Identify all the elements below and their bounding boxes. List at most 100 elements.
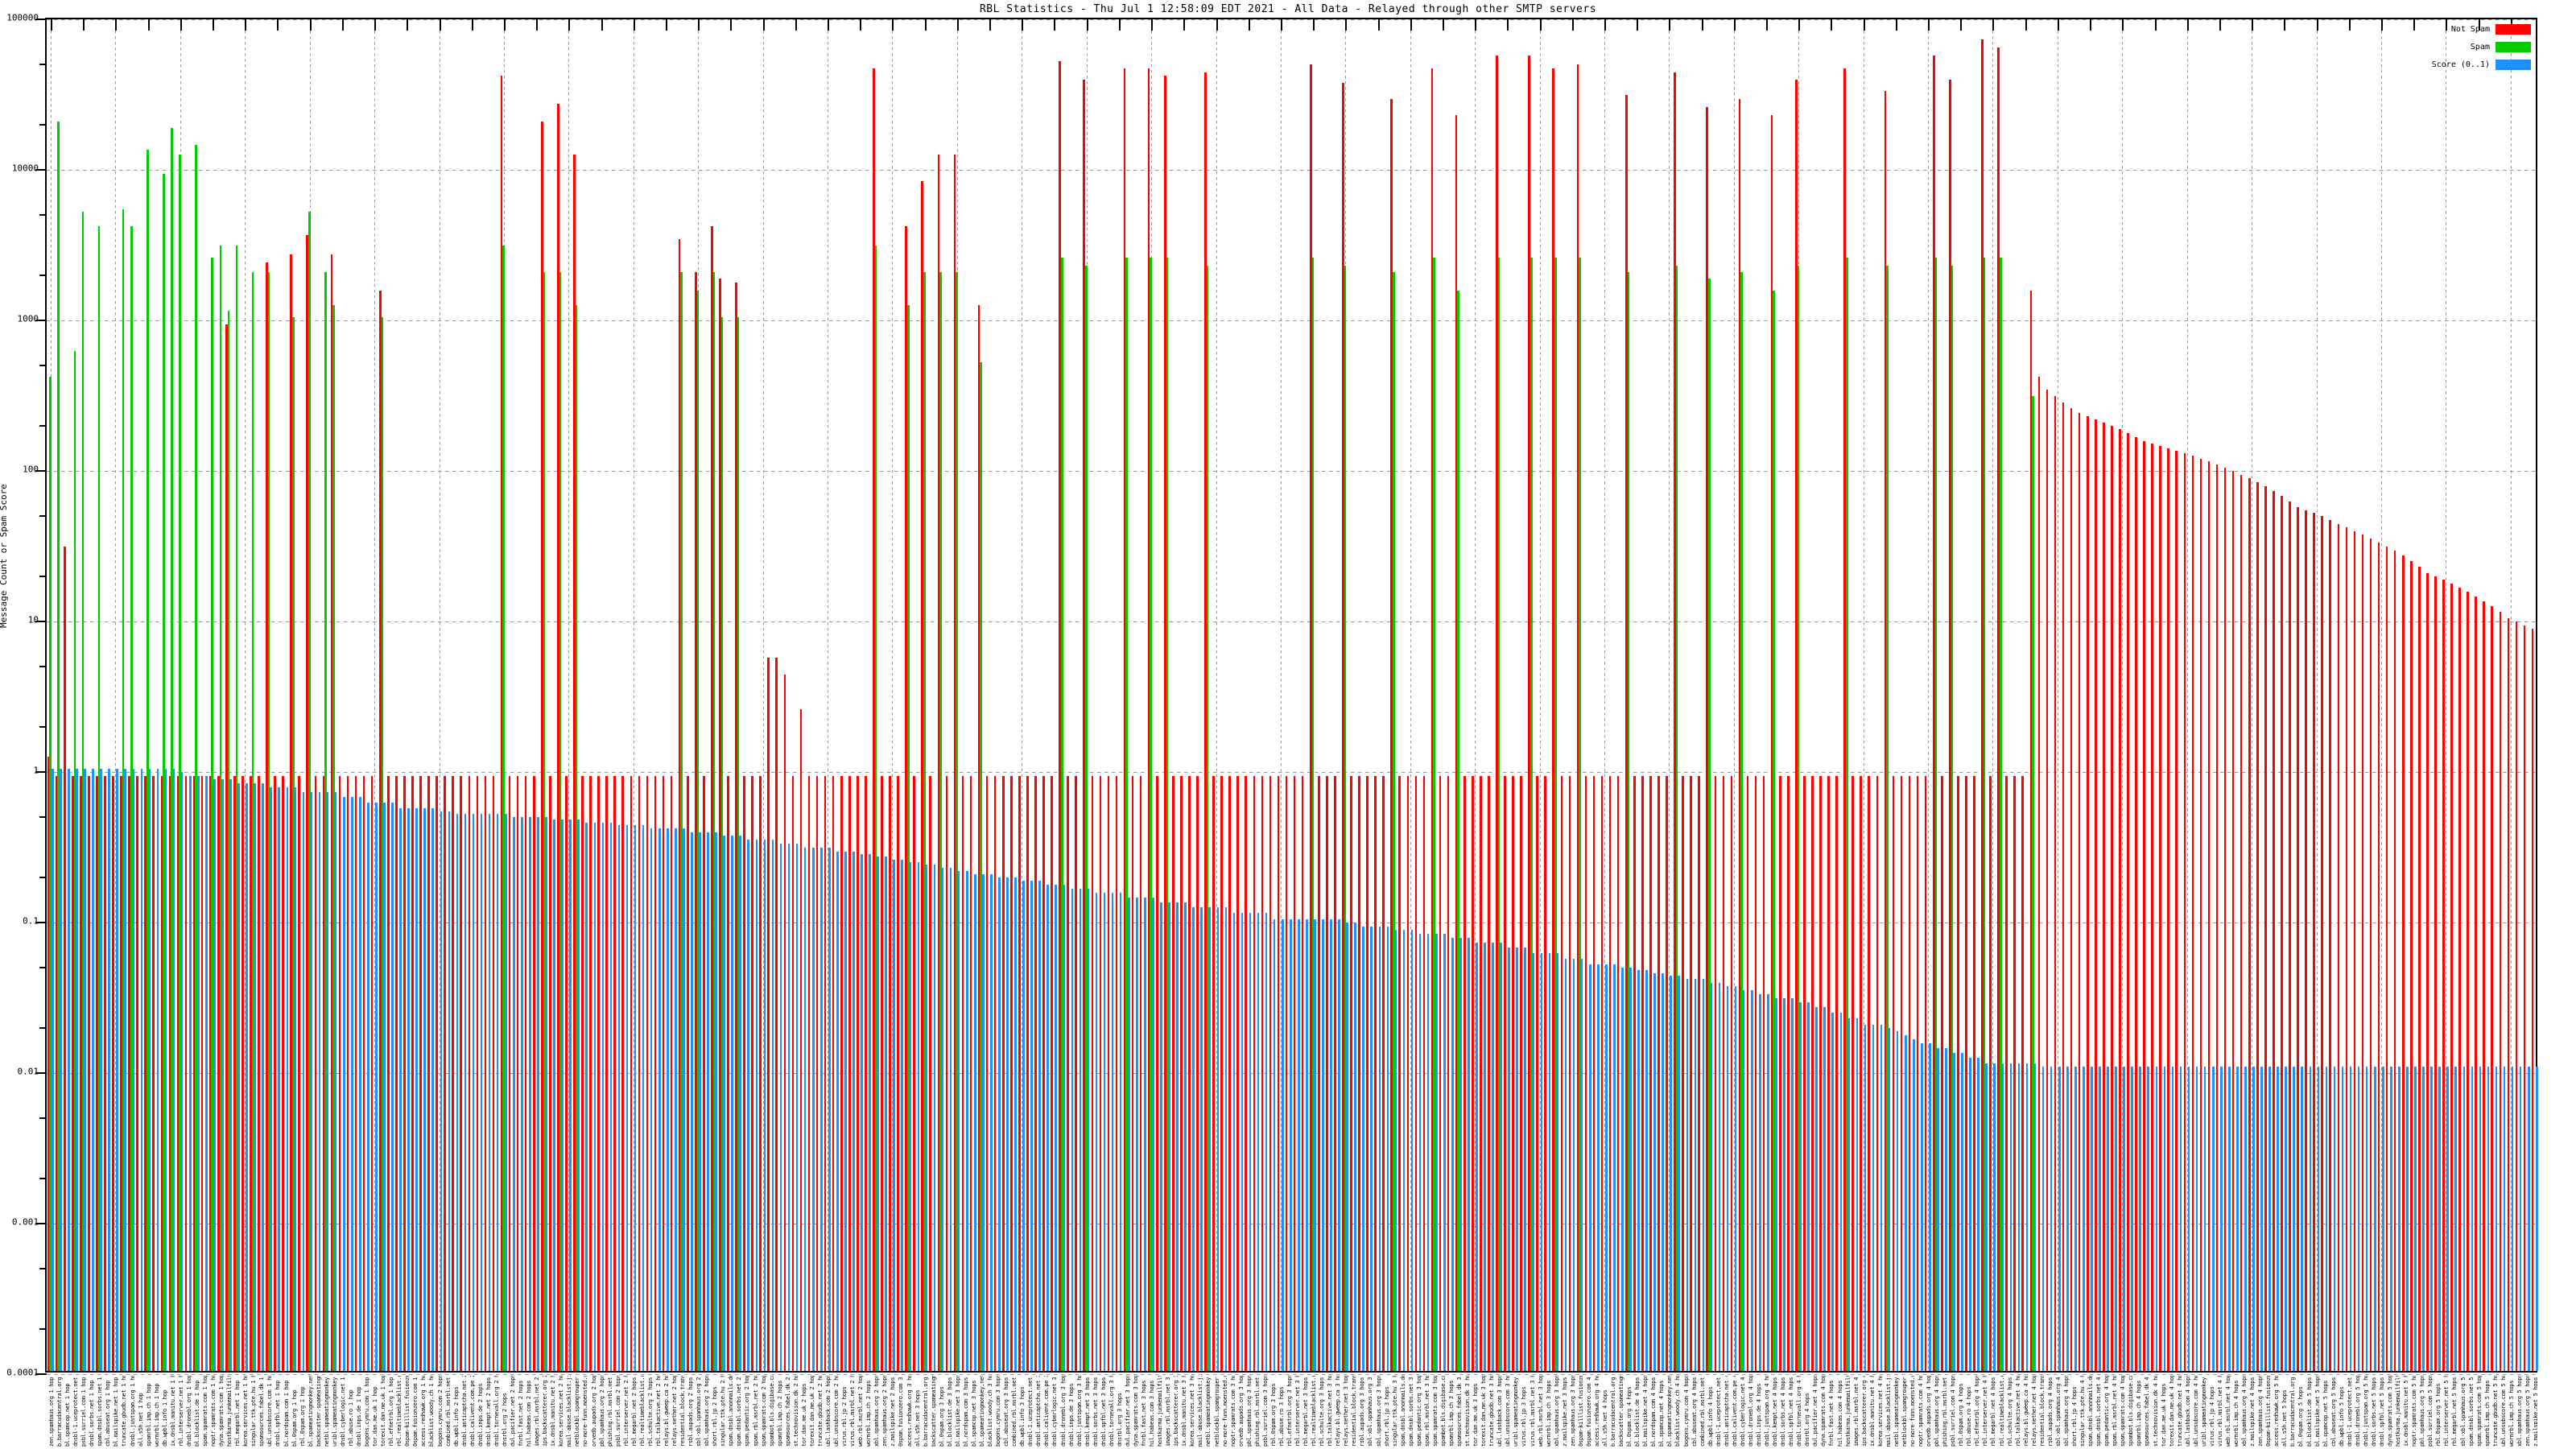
bar-notspam: [225, 324, 228, 1371]
bar-notspam: [1009, 775, 1013, 1371]
bar-notspam: [670, 775, 673, 1371]
bar-score: [213, 779, 216, 1371]
bar-score: [998, 877, 1001, 1371]
bar-notspam: [937, 155, 940, 1371]
bar-score: [1338, 919, 1340, 1371]
bar-score: [731, 835, 733, 1371]
bar-notspam: [1228, 775, 1231, 1371]
bar-notspam: [1852, 775, 1854, 1371]
legend-item: Not Spam: [2451, 24, 2531, 35]
bar-notspam: [1843, 68, 1846, 1371]
bar-notspam: [2393, 551, 2396, 1371]
x-tick: [1702, 19, 1703, 31]
bar-notspam: [1778, 775, 1781, 1371]
x-tick-label: rbl.abuse.ro 1 hop: [347, 1389, 354, 1447]
x-tick-label: bl.mailspike.net 3 hops: [954, 1376, 961, 1447]
x-tick-label: virus.rbl.msrbl.net 3 hops: [1529, 1376, 1536, 1447]
bar-score: [1904, 1034, 1907, 1371]
bar-notspam: [913, 775, 915, 1371]
bar-score: [1864, 1024, 1867, 1371]
bar-score: [982, 873, 985, 1371]
x-tick-label: zen.spamhaus.org 2 hops: [881, 1376, 889, 1447]
x-tick-label: rbl.abuse.ro 4 hops: [1966, 1386, 1973, 1447]
bar-score: [2357, 1067, 2360, 1371]
x-tick: [1151, 19, 1153, 31]
legend-swatch: [2496, 60, 2531, 70]
x-tick-label: images.rbl.msrbl.net 2 hops: [534, 1376, 541, 1447]
x-tick-label: orvedb.aupads.org 2 hops: [590, 1376, 597, 1447]
bar-score: [1775, 997, 1777, 1371]
bar-notspam: [476, 775, 479, 1371]
bar-score: [246, 783, 248, 1371]
y-tick-label: 0.0001: [6, 1367, 39, 1378]
x-tick-label: truncate.gbudb.net 1 hop: [121, 1376, 128, 1447]
bar-notspam: [2329, 519, 2332, 1371]
bar-score: [1330, 919, 1332, 1371]
x-tick: [2349, 19, 2351, 31]
bar-notspam: [2167, 448, 2170, 1371]
x-tick-label: dnsbl.justspam.org 5 hops: [2362, 1376, 2369, 1447]
bar-notspam: [2369, 538, 2372, 1371]
x-tick-label: rbl.megarbl.net 4 hops: [1990, 1377, 1997, 1447]
bar-score: [1605, 964, 1608, 1371]
bar-score: [1006, 877, 1009, 1371]
bar-score: [577, 819, 580, 1371]
x-tick-label: relays.bl.gweep.ca 4 hops: [2022, 1376, 2029, 1447]
x-tick-label: sbl-xbl.spamhaus.org 2 hops: [696, 1376, 703, 1447]
x-tick-label: no-more-funn.moensted.dk 4 hops: [1909, 1376, 1916, 1447]
bar-score: [1799, 1002, 1802, 1371]
bar-notspam: [1552, 68, 1555, 1371]
bar-notspam: [290, 254, 292, 1371]
bar-score: [828, 847, 831, 1371]
bar-score: [877, 857, 879, 1371]
x-tick-label: truncate.gbudb.net 5 hops: [2491, 1376, 2499, 1447]
bar-score: [1200, 907, 1203, 1371]
bar-score: [1621, 967, 1624, 1371]
y-tick-label: 1: [33, 765, 39, 776]
bar-notspam: [638, 775, 641, 1371]
bar-score: [1192, 907, 1195, 1371]
bar-notspam: [1107, 775, 1110, 1371]
bar-spam: [1206, 265, 1209, 1371]
x-tick-label: residential.block.transip.nl 2 hops: [679, 1376, 687, 1447]
x-tick: [2413, 19, 2415, 31]
bar-score: [1362, 926, 1365, 1371]
bar-notspam: [799, 708, 803, 1371]
bar-score: [1168, 902, 1170, 1371]
x-tick: [2317, 19, 2318, 31]
bar-spam: [211, 257, 214, 1371]
bar-score: [2139, 1067, 2142, 1371]
y-tick-minor: [39, 1177, 47, 1179]
bar-notspam: [1795, 79, 1798, 1371]
bar-notspam: [1342, 82, 1344, 1371]
x-tick-label: orvedb.aupads.org 3 hops: [1237, 1376, 1245, 1447]
bar-notspam: [1544, 775, 1547, 1371]
x-tick-label: 0spam-killlist.fusionzero.com 1 hop: [404, 1376, 411, 1447]
x-tick-label: all.s5h.net 5 hops: [2281, 1389, 2289, 1447]
bar-score: [205, 775, 208, 1371]
bar-spam: [1457, 291, 1460, 1371]
bar-notspam: [2377, 542, 2380, 1371]
bar-notspam: [1624, 94, 1628, 1371]
x-tick: [2381, 19, 2383, 31]
x-tick-label: ips.backscatterer.org 3 hops: [1173, 1376, 1180, 1447]
y-tick-minor: [39, 1026, 47, 1029]
bar-notspam: [1949, 79, 1951, 1371]
bar-score: [1152, 897, 1154, 1371]
x-tick-label: images.rbl.msrbl.net 3 hops: [1165, 1376, 1172, 1447]
bar-score: [1823, 1007, 1827, 1371]
bar-score: [431, 807, 435, 1371]
bar-score: [1710, 982, 1713, 1371]
bar-spam: [1999, 257, 2002, 1371]
x-tick-label: dnsbl.spfbl.net 1 hop: [275, 1380, 282, 1447]
bar-notspam: [1827, 775, 1830, 1371]
bar-score: [1839, 1012, 1843, 1371]
x-tick-label: uribl.spameatingmonkey.net 1 hop: [331, 1376, 338, 1447]
bar-notspam: [977, 305, 980, 1371]
x-tick-label: spamsources.fabel.dk 2 hops: [784, 1376, 791, 1447]
bar-notspam: [2111, 425, 2113, 1371]
x-tick-label: tor.dan.me.uk 4 hops: [2160, 1383, 2167, 1447]
bar-spam: [543, 271, 546, 1371]
bar-score: [1071, 888, 1074, 1371]
bar-score: [949, 867, 952, 1371]
